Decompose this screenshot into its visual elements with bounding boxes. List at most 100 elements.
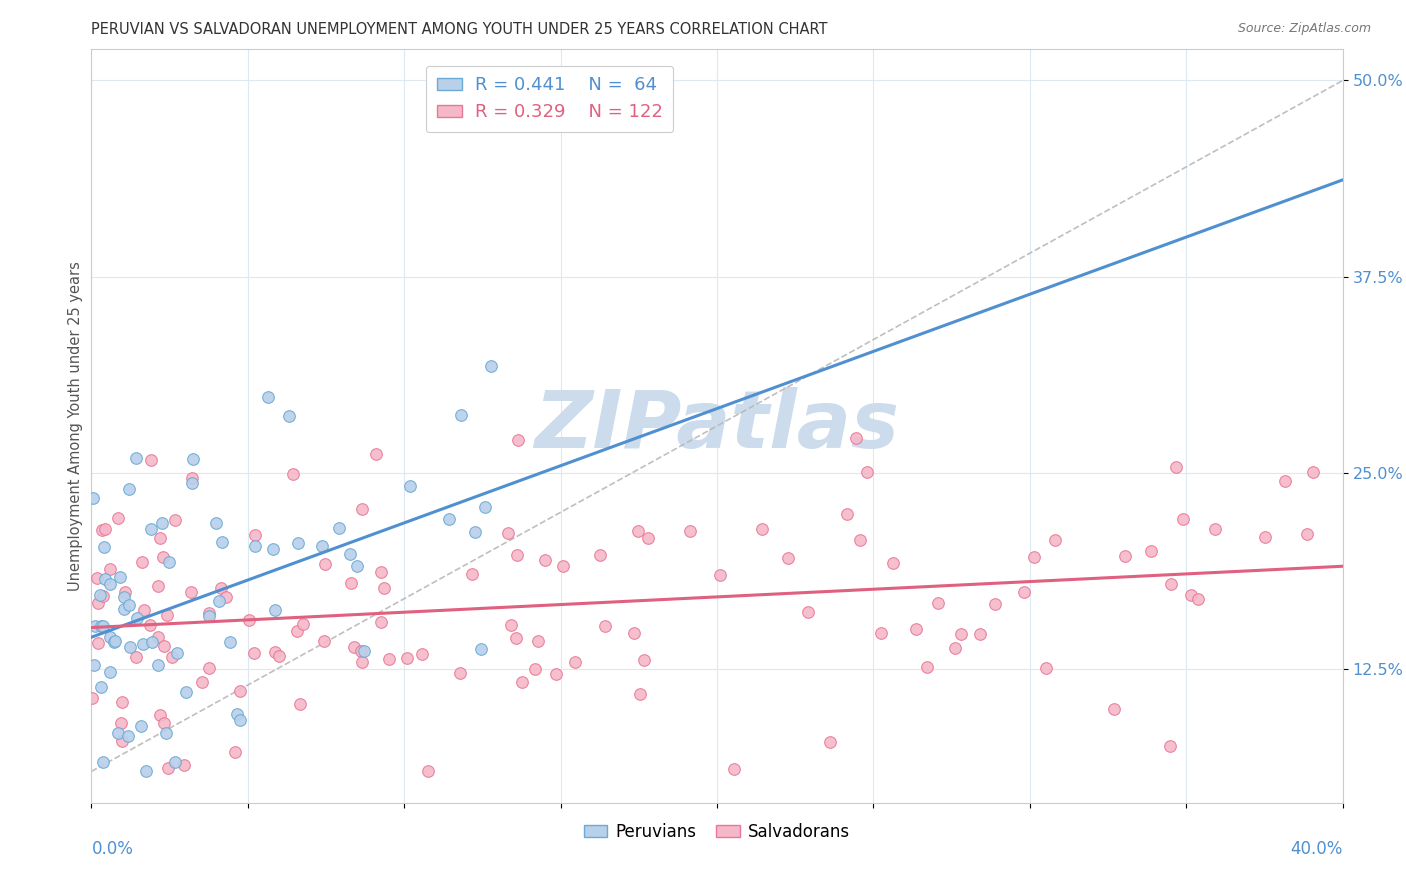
Point (117, 729, 139, 743)
Point (141, 453, 163, 467)
Point (287, 536, 309, 550)
Point (820, 734, 842, 748)
Point (208, 594, 231, 608)
Text: ZIPatlas: ZIPatlas (534, 387, 900, 465)
Point (93, 522, 115, 536)
Point (107, 510, 129, 524)
Point (90, 619, 112, 633)
Point (181, 452, 204, 467)
Point (314, 557, 336, 571)
Point (343, 640, 366, 654)
Point (127, 611, 149, 625)
Point (969, 627, 991, 641)
Point (633, 653, 655, 667)
Point (155, 726, 177, 740)
Point (132, 603, 155, 617)
Y-axis label: Unemployment Among Youth under 25 years: Unemployment Among Youth under 25 years (67, 261, 83, 591)
Point (339, 547, 361, 561)
Point (506, 433, 529, 447)
Point (191, 675, 214, 690)
Point (131, 555, 153, 569)
Point (152, 549, 174, 564)
Point (870, 625, 893, 640)
Point (927, 596, 949, 610)
Point (1180, 588, 1202, 602)
Point (229, 684, 252, 698)
Point (156, 761, 179, 775)
Point (328, 521, 350, 535)
Point (1012, 584, 1035, 599)
Point (91, 523, 114, 537)
Text: 0.0%: 0.0% (91, 840, 134, 858)
Point (98, 630, 121, 644)
Point (243, 539, 266, 553)
Point (90, 681, 112, 695)
Point (1102, 702, 1125, 716)
Point (481, 359, 503, 373)
Point (370, 615, 392, 630)
Point (153, 640, 176, 654)
Point (474, 500, 496, 515)
Point (180, 585, 202, 599)
Point (292, 617, 315, 632)
Point (219, 635, 242, 649)
Point (163, 513, 186, 527)
Point (84, 619, 107, 633)
Point (370, 565, 392, 579)
Point (1204, 522, 1226, 536)
Point (129, 719, 152, 733)
Point (1296, 527, 1319, 541)
Point (470, 641, 492, 656)
Point (628, 687, 651, 701)
Point (139, 522, 162, 536)
Point (139, 618, 162, 632)
Point (91, 755, 114, 769)
Point (1166, 460, 1188, 475)
Point (845, 431, 868, 445)
Point (98, 561, 121, 575)
Point (87, 636, 110, 650)
Point (198, 661, 221, 675)
Point (228, 714, 250, 728)
Point (91, 619, 114, 633)
Point (1159, 739, 1181, 753)
Point (723, 762, 745, 776)
Point (111, 695, 134, 709)
Point (1022, 549, 1045, 564)
Point (1114, 549, 1136, 563)
Point (80, 691, 103, 706)
Point (112, 602, 135, 616)
Point (198, 609, 221, 624)
Point (149, 531, 172, 545)
Point (373, 581, 395, 595)
Point (93, 540, 115, 554)
Point (87, 596, 110, 610)
Point (450, 408, 472, 422)
Point (364, 447, 387, 461)
Point (882, 556, 904, 570)
Point (148, 630, 170, 644)
Point (256, 390, 278, 404)
Point (166, 646, 188, 660)
Point (89, 588, 111, 602)
Point (411, 647, 433, 661)
Point (849, 533, 872, 547)
Text: 40.0%: 40.0% (1291, 840, 1343, 858)
Point (114, 584, 136, 599)
Point (209, 581, 232, 595)
Point (83, 657, 105, 672)
Point (679, 524, 702, 539)
Point (346, 558, 368, 573)
Point (149, 708, 172, 723)
Point (225, 706, 247, 721)
Point (262, 541, 284, 556)
Point (623, 626, 645, 640)
Point (181, 475, 204, 490)
Point (399, 478, 422, 492)
Point (534, 553, 557, 567)
Point (91, 589, 114, 603)
Point (264, 645, 287, 659)
Point (86, 571, 108, 585)
Point (82, 491, 104, 505)
Point (181, 471, 204, 485)
